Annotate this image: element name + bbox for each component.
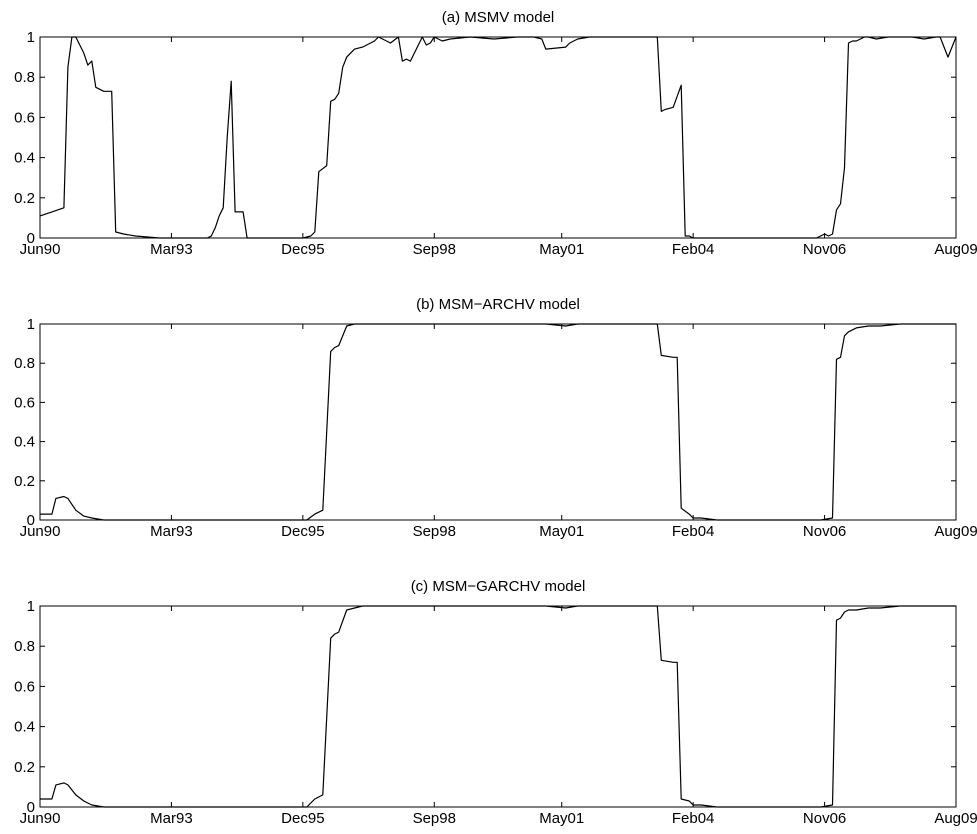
x-tick-label: Aug09 — [934, 810, 977, 827]
y-tick-label: 1 — [27, 316, 35, 333]
y-tick-label: 0.6 — [14, 678, 35, 695]
panel-1: (a) MSMV model 0 0.2 0.4 0.6 0.8 1 Jun90 Mar93 De… — [14, 9, 977, 258]
x-tick-label: May01 — [539, 241, 584, 258]
x-tick-label: Feb04 — [672, 241, 715, 258]
panel-title: (b) MSM−ARCHV model — [416, 296, 580, 313]
y-tick-label: 1 — [27, 598, 35, 615]
x-tick-label: Nov06 — [803, 523, 846, 540]
x-tick-label: Sep98 — [413, 810, 456, 827]
x-tick-label: Feb04 — [672, 810, 715, 827]
y-tick-label: 0.4 — [14, 434, 35, 451]
axes-box — [39, 605, 957, 808]
x-tick-label: Sep98 — [413, 241, 456, 258]
y-tick-label: 0.2 — [14, 190, 35, 207]
y-tick-label: 0.4 — [14, 719, 35, 736]
x-tick-label: May01 — [539, 810, 584, 827]
y-tick-label: 0.6 — [14, 109, 35, 126]
y-tick-label: 0.8 — [14, 638, 35, 655]
y-tick-label: 0.6 — [14, 394, 35, 411]
x-tick-label: Jun90 — [20, 523, 61, 540]
series-line — [40, 605, 956, 808]
x-tick-label: Aug09 — [934, 523, 977, 540]
panel-title: (c) MSM−GARCHV model — [411, 578, 586, 595]
x-tick-label: Nov06 — [803, 810, 846, 827]
y-tick-label: 1 — [27, 29, 35, 46]
x-tick-label: Mar93 — [150, 810, 193, 827]
y-tick-label: 0 — [27, 512, 35, 529]
y-tick-label: 0 — [27, 230, 35, 247]
x-tick-label: Nov06 — [803, 241, 846, 258]
y-tick-label: 0.8 — [14, 69, 35, 86]
x-tick-label: Mar93 — [150, 523, 193, 540]
x-tick-label: Aug09 — [934, 241, 977, 258]
x-tick-label: Sep98 — [413, 523, 456, 540]
y-tick-label: 0.4 — [14, 150, 35, 167]
panel-2: (b) MSM−ARCHV model 0 0.2 0.4 0.6 0.8 1 Jun90 Ma… — [14, 296, 977, 540]
y-tick-label: 0.8 — [14, 355, 35, 372]
x-tick-label: Dec95 — [281, 810, 324, 827]
y-tick-label: 0.2 — [14, 473, 35, 490]
panel-title: (a) MSMV model — [442, 9, 555, 26]
y-tick-label: 0 — [27, 799, 35, 816]
x-tick-label: Feb04 — [672, 523, 715, 540]
x-tick-label: Jun90 — [20, 241, 61, 258]
x-tick-label: Dec95 — [281, 241, 324, 258]
x-tick-label: May01 — [539, 523, 584, 540]
panel-3: (c) MSM−GARCHV model 0 0.2 0.4 0.6 0.8 1 Jun90 M… — [14, 578, 977, 827]
axes-box — [39, 36, 957, 239]
x-tick-label: Mar93 — [150, 241, 193, 258]
y-tick-label: 0.2 — [14, 759, 35, 776]
series-line — [40, 323, 956, 521]
axes-box — [39, 323, 957, 521]
x-tick-label: Dec95 — [281, 523, 324, 540]
x-tick-label: Jun90 — [20, 810, 61, 827]
series-line — [39, 36, 957, 239]
